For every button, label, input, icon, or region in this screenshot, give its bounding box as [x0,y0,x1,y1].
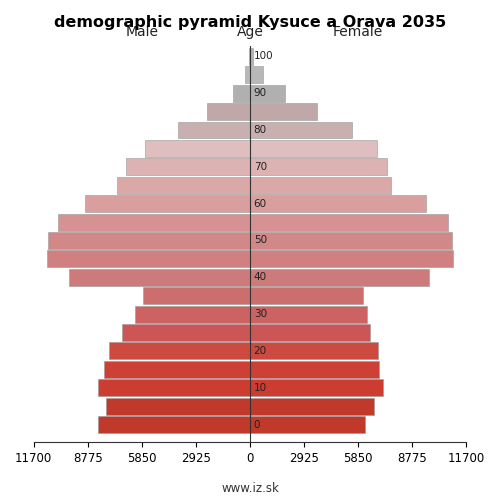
Bar [250,122,352,138]
Bar [250,232,452,249]
Text: 50: 50 [254,236,267,246]
Bar [144,140,250,157]
Text: Female: Female [333,25,384,39]
Bar [250,195,426,212]
Bar [250,416,364,433]
Bar [106,398,250,414]
Bar [208,103,250,120]
Bar [122,324,250,341]
Bar [104,361,250,378]
Text: 80: 80 [254,125,267,135]
Bar [250,140,376,157]
Bar [250,380,383,396]
Bar [250,361,380,378]
Bar [249,48,250,65]
Text: 70: 70 [254,162,267,172]
Bar [250,177,390,194]
Bar [136,306,250,322]
Bar [250,158,387,176]
Bar [250,250,454,268]
Bar [250,66,264,84]
Text: www.iz.sk: www.iz.sk [221,482,279,495]
Bar [250,214,448,230]
Text: 30: 30 [254,309,267,319]
Bar [250,306,366,322]
Bar [250,342,378,359]
Bar [250,103,316,120]
Bar [126,158,250,176]
Text: Age: Age [236,25,264,39]
Bar [86,195,250,212]
Bar [117,177,250,194]
Text: 40: 40 [254,272,267,282]
Text: 60: 60 [254,198,267,208]
Bar [46,250,250,268]
Bar [142,288,250,304]
Bar [98,416,250,433]
Bar [250,48,254,65]
Text: 90: 90 [254,88,267,98]
Bar [245,66,250,84]
Text: 100: 100 [254,52,274,62]
Bar [110,342,250,359]
Title: demographic pyramid Kysuce a Orava 2035: demographic pyramid Kysuce a Orava 2035 [54,15,446,30]
Bar [48,232,250,249]
Bar [250,398,374,414]
Bar [250,84,285,102]
Bar [69,269,250,286]
Bar [98,380,250,396]
Bar [250,288,363,304]
Text: 0: 0 [254,420,260,430]
Bar [250,269,430,286]
Bar [178,122,250,138]
Bar [58,214,250,230]
Bar [234,84,250,102]
Text: 10: 10 [254,383,267,393]
Text: 20: 20 [254,346,267,356]
Text: Male: Male [126,25,158,39]
Bar [250,324,370,341]
